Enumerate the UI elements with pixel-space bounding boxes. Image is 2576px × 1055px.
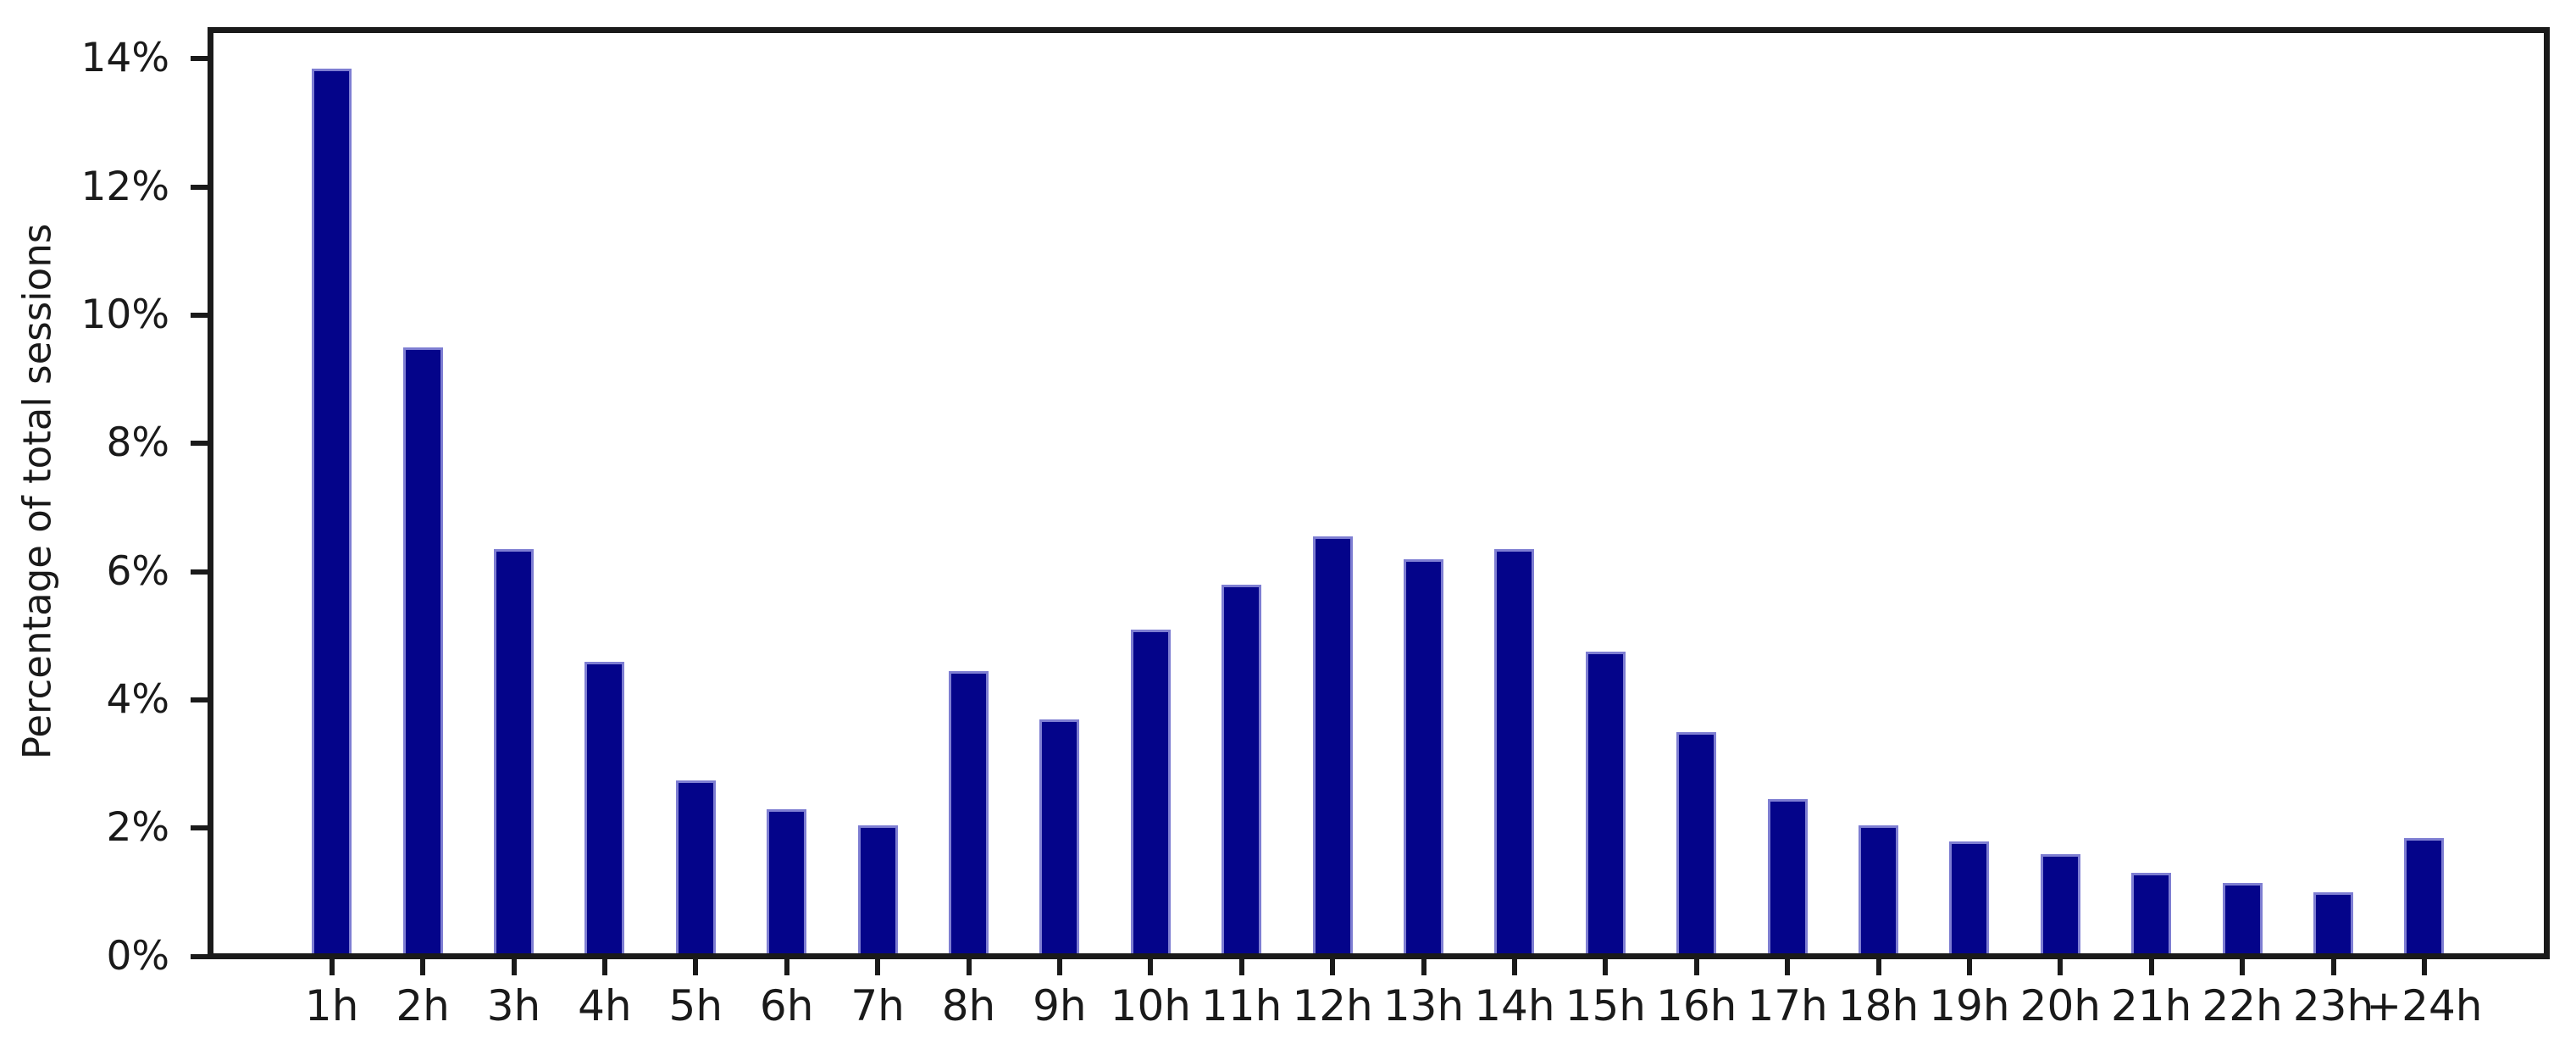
x-tick-label-18h: 18h [1837,981,1920,1030]
x-tick-label-20h: 20h [2019,981,2101,1030]
x-tick-label-23h: 23h [2292,981,2374,1030]
x-tick-+24h [2421,959,2427,975]
bar-10h [1130,629,1171,953]
x-tick-21h [2148,959,2154,975]
bar-4h [584,661,625,953]
x-tick-label-16h: 16h [1656,981,1737,1030]
x-tick-18h [1875,959,1881,975]
bar-23h [2313,892,2353,953]
x-tick-label-5h: 5h [668,981,723,1030]
bar-12h [1312,536,1353,953]
bar-17h [1767,799,1808,953]
x-tick-label-22h: 22h [2202,981,2283,1030]
x-tick-17h [1785,959,1791,975]
x-tick-label-17h: 17h [1747,981,1828,1030]
x-tick-16h [1693,959,1699,975]
x-tick-label-8h: 8h [941,981,996,1030]
y-tick-label-4%: 4% [106,675,169,723]
bar-11h [1222,584,1262,953]
x-tick-20h [2058,959,2064,975]
x-tick-label-14h: 14h [1474,981,1555,1030]
y-tick-label-8%: 8% [106,419,169,467]
x-tick-label-1h: 1h [304,981,359,1030]
bar-16h [1676,731,1717,953]
y-tick-label-10%: 10% [80,291,169,338]
x-tick-label-2h: 2h [396,981,450,1030]
x-tick-5h [693,959,699,975]
plot-area [208,27,2550,959]
y-tick-8% [191,441,208,447]
bar-9h [1039,719,1080,953]
y-tick-label-2%: 2% [106,804,169,852]
x-tick-23h [2330,959,2336,975]
y-tick-label-14%: 14% [80,35,169,82]
bar-+24h [2404,837,2445,953]
y-tick-label-6%: 6% [106,547,169,595]
bar-18h [1859,825,1898,953]
x-tick-13h [1421,959,1426,975]
x-tick-label-+24h: +24h [2366,981,2483,1030]
x-tick-11h [1238,959,1244,975]
y-tick-6% [191,569,208,575]
bar-2h [402,347,443,953]
x-tick-label-15h: 15h [1565,981,1646,1030]
bar-1h [312,68,352,953]
x-tick-9h [1056,959,1062,975]
x-tick-10h [1148,959,1154,975]
y-tick-10% [191,312,208,318]
x-tick-1h [329,959,335,975]
x-tick-label-4h: 4h [578,981,632,1030]
bar-15h [1585,652,1626,953]
bar-7h [857,825,898,953]
x-tick-15h [1603,959,1609,975]
x-tick-label-21h: 21h [2111,981,2192,1030]
y-tick-12% [191,184,208,190]
x-tick-8h [966,959,972,975]
bar-13h [1404,558,1443,953]
bar-14h [1494,549,1535,953]
x-tick-7h [875,959,881,975]
bar-19h [1949,841,1990,953]
bar-3h [494,549,534,953]
x-tick-label-9h: 9h [1033,981,1087,1030]
y-tick-4% [191,697,208,702]
bar-6h [767,808,807,953]
y-tick-0% [191,953,208,959]
bar-8h [949,671,989,953]
x-tick-label-11h: 11h [1201,981,1282,1030]
x-tick-label-3h: 3h [486,981,541,1030]
x-tick-3h [511,959,517,975]
x-tick-label-13h: 13h [1382,981,1465,1030]
x-tick-2h [420,959,426,975]
y-tick-2% [191,825,208,831]
x-tick-14h [1511,959,1517,975]
x-tick-12h [1330,959,1336,975]
y-tick-label-12%: 12% [80,163,169,210]
x-tick-4h [601,959,607,975]
x-tick-22h [2240,959,2246,975]
x-tick-label-19h: 19h [1929,981,2010,1030]
x-tick-19h [1966,959,1972,975]
x-tick-label-6h: 6h [759,981,814,1030]
x-tick-label-10h: 10h [1110,981,1191,1030]
x-tick-6h [784,959,789,975]
bar-20h [2040,853,2080,953]
x-tick-label-12h: 12h [1292,981,1373,1030]
x-tick-label-7h: 7h [850,981,905,1030]
bar-21h [2131,873,2172,953]
y-tick-14% [191,56,208,62]
bar-5h [675,780,716,953]
y-tick-label-0%: 0% [106,932,169,980]
bar-22h [2222,882,2263,953]
